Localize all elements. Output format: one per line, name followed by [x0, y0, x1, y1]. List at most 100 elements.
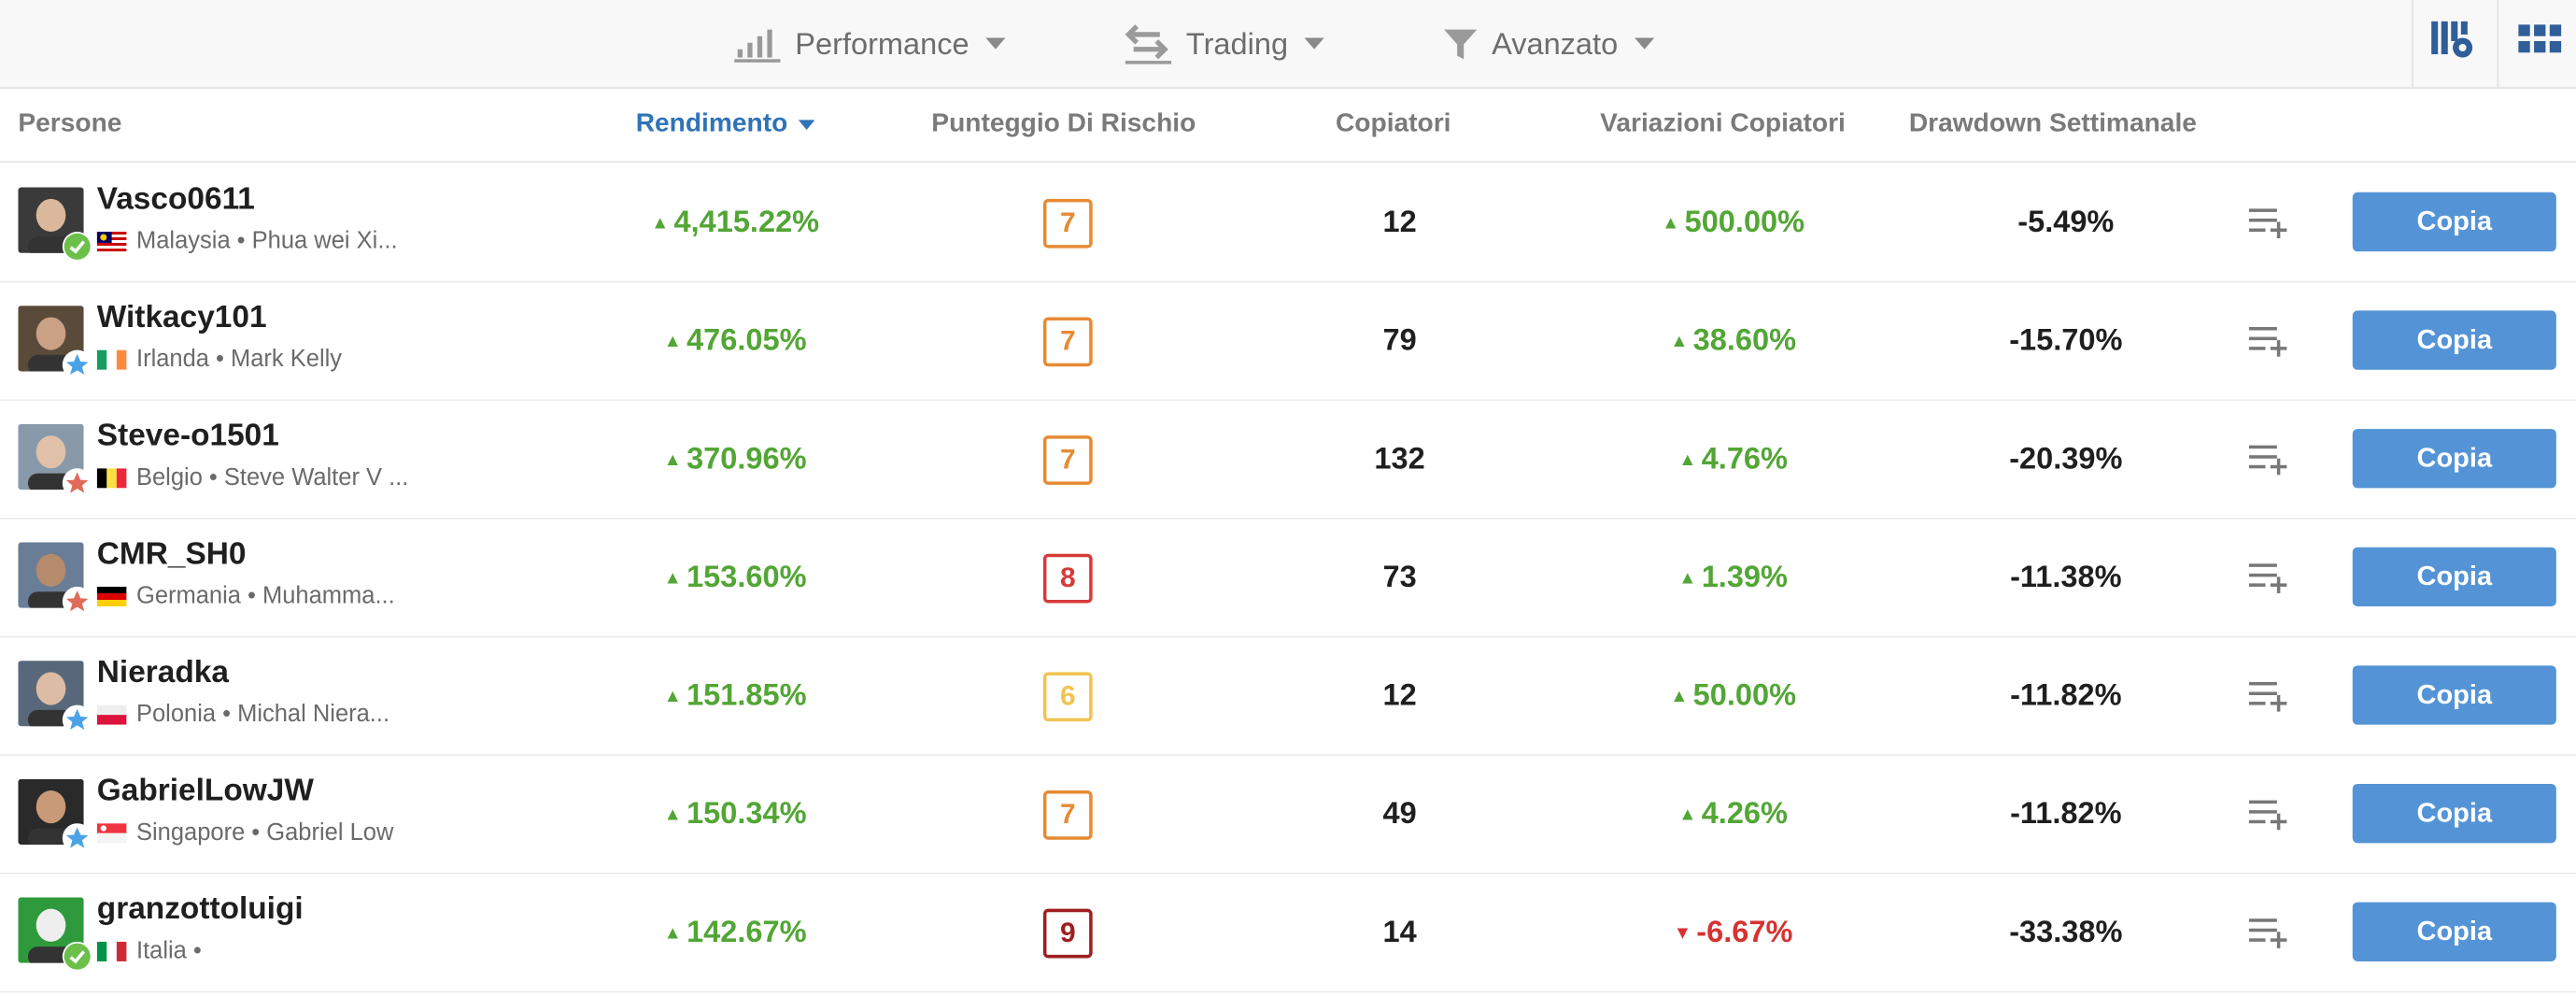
arrow-up-icon: ▲	[663, 687, 682, 707]
return-text: 142.67%	[686, 913, 807, 948]
trader-username[interactable]: Vasco0611	[96, 182, 255, 218]
filter-funnel-icon	[1442, 25, 1479, 62]
trader-row[interactable]: granzottoluigi Italia • ▲ 142.67% 9 14 ▼ -…	[0, 873, 2576, 993]
copy-button[interactable]: Copia	[2352, 310, 2556, 370]
trader-row[interactable]: GabrielLowJW Singapore • Gabriel Low ▲ 15…	[0, 754, 2576, 875]
trader-realname: Phua wei Xi...	[251, 228, 398, 255]
trader-country: Polonia	[135, 702, 217, 729]
add-to-watchlist-button[interactable]	[2247, 559, 2290, 603]
trader-row[interactable]: Nieradka Polonia • Michal Niera... ▲ 151.…	[0, 636, 2576, 757]
trader-row[interactable]: Witkacy101 Irlanda • Mark Kelly ▲ 476.05%…	[0, 281, 2576, 402]
arrow-up-icon: ▲	[651, 213, 670, 234]
copy-button[interactable]: Copia	[2352, 665, 2556, 725]
copy-button[interactable]: Copia	[2352, 192, 2556, 252]
copier-change-text: 1.39%	[1701, 559, 1788, 593]
separator-dot: •	[251, 819, 261, 847]
ireland-flag-icon	[96, 349, 127, 370]
arrow-up-icon: ▲	[1670, 687, 1689, 707]
avatar[interactable]	[18, 778, 84, 846]
trader-row[interactable]: Steve-o1501 Belgio • Steve Walter V ... …	[0, 399, 2576, 519]
grid-view-button[interactable]	[2504, 0, 2576, 87]
add-to-watchlist-button[interactable]	[2247, 204, 2290, 248]
add-to-watchlist-button[interactable]	[2247, 440, 2290, 484]
performance-label: Performance	[795, 25, 970, 61]
chevron-down-icon	[1634, 37, 1654, 50]
copy-button[interactable]: Copia	[2352, 429, 2556, 489]
return-value: ▲ 151.85%	[608, 636, 863, 755]
trader-username[interactable]: granzottoluigi	[96, 892, 304, 928]
add-to-watchlist-button[interactable]	[2247, 914, 2290, 958]
add-to-watchlist-button[interactable]	[2247, 795, 2290, 839]
chevron-down-icon	[985, 37, 1006, 50]
return-value: ▲ 4,415.22%	[608, 163, 863, 281]
trader-subtitle: Germania • Muhamma...	[96, 583, 395, 610]
copier-change-value: ▲ 50.00%	[1602, 636, 1864, 755]
column-header-copiers[interactable]: Copiatori	[1335, 109, 1451, 138]
return-value: ▲ 150.34%	[608, 754, 863, 873]
copier-change-value: ▲ 4.26%	[1602, 754, 1864, 873]
grid-view-icon	[2517, 21, 2563, 65]
add-to-watchlist-button[interactable]	[2247, 677, 2290, 721]
column-header-return[interactable]: Rendimento	[636, 89, 816, 161]
copiers-count: 73	[1382, 559, 1417, 593]
copy-button[interactable]: Copia	[2352, 547, 2556, 607]
copiers-count: 14	[1382, 913, 1417, 948]
trader-row[interactable]: Vasco0611 Malaysia • Phua wei Xi... ▲ 4,4…	[0, 163, 2576, 283]
trader-realname: Muhamma...	[262, 583, 395, 610]
trading-filter[interactable]: Trading	[1124, 0, 1324, 87]
arrow-up-icon: ▲	[663, 332, 682, 352]
separator-dot: •	[236, 228, 246, 255]
trader-username[interactable]: Nieradka	[96, 655, 229, 690]
weekly-drawdown: -33.38%	[2009, 913, 2123, 948]
add-list-icon	[2248, 681, 2287, 712]
arrow-down-icon: ▼	[1673, 923, 1692, 944]
return-text: 150.34%	[686, 795, 807, 831]
trader-realname: Mark Kelly	[230, 347, 343, 374]
trader-subtitle: Malaysia • Phua wei Xi...	[96, 228, 398, 255]
copiers-count: 132	[1374, 440, 1425, 476]
advanced-label: Avanzato	[1492, 25, 1619, 61]
risk-score-badge: 7	[1042, 790, 1093, 840]
trader-row[interactable]: CMR_SH0 Germania • Muhamma... ▲ 153.60% 8…	[0, 518, 2576, 638]
return-text: 476.05%	[686, 321, 807, 357]
return-value: ▲ 142.67%	[608, 873, 863, 991]
trader-username[interactable]: Steve-o1501	[96, 419, 279, 454]
trader-username[interactable]: CMR_SH0	[96, 537, 247, 573]
avatar[interactable]	[18, 187, 84, 253]
grid-settings-icon	[2429, 18, 2475, 69]
advanced-filter[interactable]: Avanzato	[1442, 0, 1654, 87]
avatar[interactable]	[18, 897, 84, 963]
arrow-up-icon: ▲	[663, 804, 682, 825]
separator-dot: •	[208, 464, 218, 491]
grid-settings-button[interactable]	[2416, 0, 2488, 87]
belgium-flag-icon	[96, 468, 127, 489]
column-header-risk[interactable]: Punteggio Di Rischio	[931, 109, 1196, 138]
red-star-icon	[62, 468, 92, 498]
swap-arrows-icon	[1124, 22, 1173, 65]
column-header-copier-changes[interactable]: Variazioni Copiatori	[1600, 109, 1846, 138]
add-list-icon	[2248, 563, 2287, 593]
red-star-icon	[62, 586, 92, 617]
arrow-up-icon: ▲	[663, 568, 682, 589]
column-header-drawdown[interactable]: Drawdown Settimanale	[1908, 109, 2197, 138]
add-list-icon	[2248, 918, 2287, 948]
arrow-up-icon: ▲	[1678, 449, 1697, 471]
column-header-people[interactable]: Persone	[18, 109, 122, 138]
copy-button[interactable]: Copia	[2352, 783, 2556, 844]
malaysia-flag-icon	[96, 232, 127, 252]
risk-score-badge: 7	[1042, 435, 1093, 485]
copier-change-text: 4.26%	[1701, 795, 1788, 831]
copier-change-value: ▲ 4.76%	[1602, 399, 1864, 518]
weekly-drawdown: -5.49%	[2017, 204, 2115, 239]
risk-score-badge: 7	[1042, 198, 1093, 249]
toolbar-divider	[2497, 0, 2499, 88]
add-to-watchlist-button[interactable]	[2247, 322, 2290, 366]
copy-button[interactable]: Copia	[2352, 902, 2556, 961]
weekly-drawdown: -20.39%	[2009, 440, 2123, 476]
trader-username[interactable]: GabrielLowJW	[96, 774, 314, 809]
trader-subtitle: Italia •	[96, 938, 208, 964]
blue-star-icon	[62, 349, 92, 380]
weekly-drawdown: -11.82%	[2010, 795, 2122, 831]
performance-filter[interactable]: Performance	[732, 0, 1006, 87]
trader-username[interactable]: Witkacy101	[96, 300, 267, 335]
